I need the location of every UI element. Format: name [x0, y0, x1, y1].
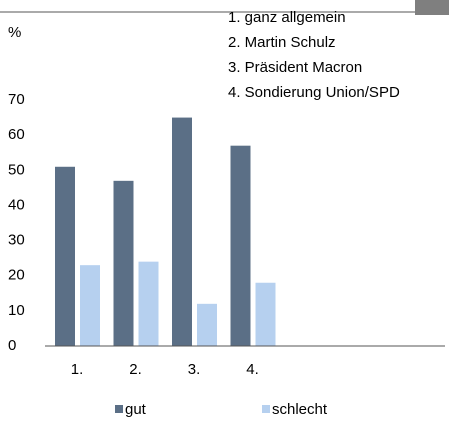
bar: [197, 303, 217, 346]
y-tick-label: 50: [8, 161, 25, 178]
bar: [80, 265, 100, 346]
bar: [172, 117, 192, 346]
y-tick-label: 30: [8, 232, 25, 249]
legend-label: gut: [125, 401, 147, 418]
x-tick-label: 1.: [71, 361, 84, 378]
annotation: 1. ganz allgemein: [228, 9, 346, 26]
legend-swatch: [115, 405, 123, 413]
x-tick-label: 2.: [129, 361, 142, 378]
y-tick-label: 40: [8, 196, 25, 213]
y-axis-label: %: [8, 24, 21, 41]
annotation: 4. Sondierung Union/SPD: [228, 84, 400, 101]
bar: [55, 166, 75, 346]
y-tick-label: 70: [8, 91, 25, 108]
bar: [255, 282, 276, 346]
bar: [138, 261, 159, 346]
y-tick-label: 20: [8, 267, 25, 284]
legend-swatch: [262, 405, 270, 413]
corner-box: [415, 0, 449, 15]
x-tick-label: 4.: [246, 361, 259, 378]
y-tick-label: 10: [8, 302, 25, 319]
bar: [230, 145, 251, 346]
y-tick-label: 60: [8, 126, 25, 143]
y-tick-label: 0: [8, 337, 16, 354]
annotation: 2. Martin Schulz: [228, 34, 336, 51]
annotation: 3. Präsident Macron: [228, 59, 362, 76]
x-tick-label: 3.: [188, 361, 201, 378]
legend-label: schlecht: [272, 401, 328, 418]
bar: [113, 180, 134, 346]
